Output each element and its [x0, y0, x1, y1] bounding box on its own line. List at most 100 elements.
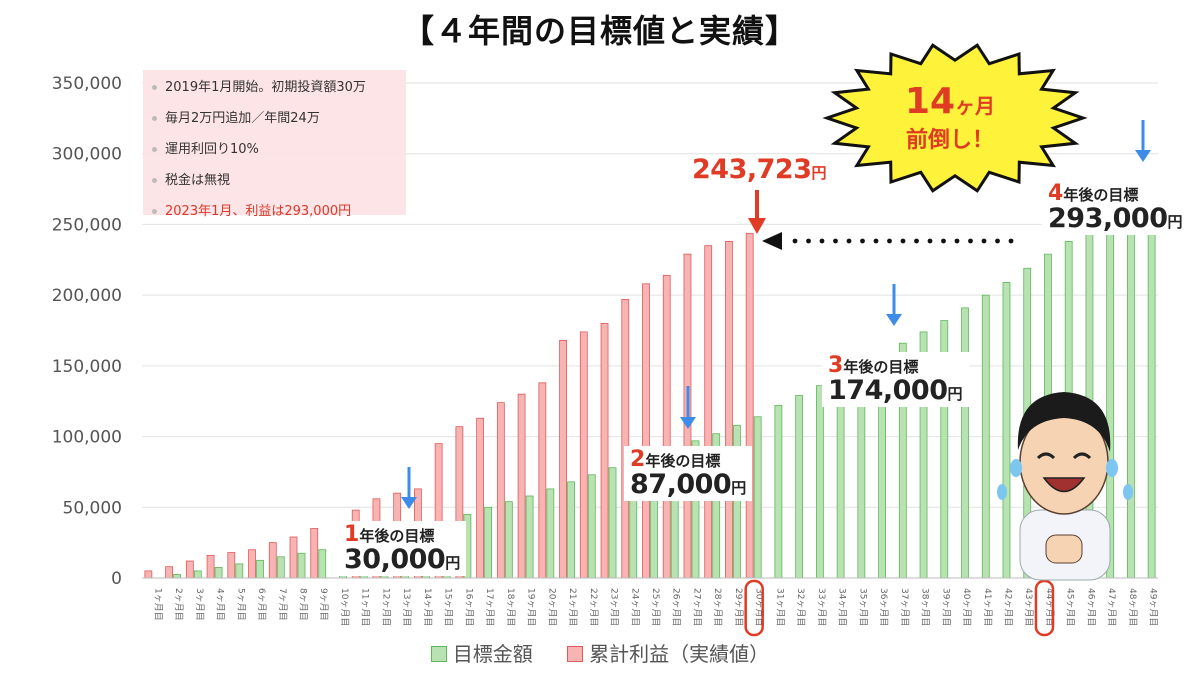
tear-drop-icon [1010, 459, 1022, 477]
x-tick-label: 42ヶ月目 [1002, 588, 1013, 626]
bar-target [318, 549, 327, 579]
legend-swatch-target [430, 646, 447, 662]
bar-target [193, 570, 202, 579]
bullet-dot-icon [152, 116, 157, 121]
legend-item-target: 目標金額 [430, 638, 533, 667]
bar-target [504, 501, 513, 579]
bar-actual [165, 566, 174, 579]
character-hair [1017, 392, 1111, 452]
dotted-arrow-dot [914, 238, 919, 244]
x-tick-label: 49ヶ月目 [1148, 588, 1159, 626]
bar-target [546, 488, 555, 579]
annotation-year-1: 1年後の目標 30,000円 [338, 521, 467, 577]
bar-actual [289, 536, 298, 579]
x-tick-label: 48ヶ月目 [1127, 588, 1138, 626]
legend-item-actual: 累計利益（実績値） [567, 638, 769, 667]
bar-actual [517, 393, 526, 579]
dotted-arrow-dot [846, 238, 852, 244]
x-tick-label: 24ヶ月目 [629, 588, 640, 626]
y-tick-label: 350,000 [52, 74, 122, 94]
dotted-arrow-dot [819, 238, 825, 244]
x-tick-label: 14ヶ月目 [422, 588, 433, 626]
red-arrow-head [748, 218, 766, 234]
legend-swatch-actual [567, 646, 584, 662]
x-tick-label: 1ヶ月目 [152, 588, 163, 621]
x-tick-label: 25ヶ月目 [650, 588, 661, 626]
bullet-dot-icon [152, 209, 157, 214]
bar-actual [579, 331, 588, 579]
x-tick-label: 2ヶ月目 [173, 588, 184, 621]
x-tick-label: 21ヶ月目 [567, 588, 578, 626]
burst-shape [822, 43, 1088, 193]
x-tick-label: 5ヶ月目 [235, 588, 246, 621]
assumption-notes-box [143, 70, 406, 215]
x-tick-label: 9ヶ月目 [318, 588, 329, 621]
x-tick-label: 28ヶ月目 [712, 588, 723, 626]
tear-drop-icon [1106, 459, 1118, 477]
bar-actual [496, 402, 505, 579]
y-tick-label: 200,000 [52, 286, 122, 306]
assumption-note: 2019年1月開始。初期投資額30万 [152, 76, 366, 95]
x-tick-label: 7ヶ月目 [277, 588, 288, 621]
bar-actual [227, 552, 236, 579]
x-tick-label: 45ヶ月目 [1065, 588, 1076, 626]
x-tick-label: 35ヶ月目 [857, 588, 868, 626]
character-hands [1045, 534, 1083, 564]
bar-target [961, 307, 969, 579]
tear-drop-icon [1123, 484, 1133, 500]
tear-drop-icon [997, 484, 1007, 500]
character-eye [1036, 452, 1056, 460]
y-tick-label: 0 [111, 569, 122, 589]
bar-target [567, 481, 575, 579]
bar-target [256, 559, 264, 579]
x-tick-label: 10ヶ月目 [339, 588, 350, 626]
assumption-note: 毎月2万円追加／年間24万 [152, 107, 320, 126]
dotted-arrow-dot [873, 238, 879, 244]
dotted-arrow-dot [887, 238, 892, 244]
x-tick-label: 18ヶ月目 [505, 588, 516, 626]
x-tick-label: 17ヶ月目 [484, 588, 495, 626]
bar-actual [310, 528, 319, 579]
character-eye [1072, 452, 1092, 460]
bar-target [1002, 282, 1011, 579]
burst-text: 14ヶ月 前倒し！ [904, 81, 996, 154]
x-tick-label: 37ヶ月目 [899, 588, 910, 626]
bar-target [484, 506, 493, 579]
x-tick-label: 13ヶ月目 [401, 588, 412, 626]
x-tick-label: 29ヶ月目 [733, 588, 744, 626]
bullet-dot-icon [152, 178, 157, 183]
bar-target [981, 294, 990, 579]
bar-actual [600, 323, 609, 579]
bar-target [173, 574, 182, 579]
x-tick-label: 16ヶ月目 [463, 588, 474, 626]
bar-target [276, 556, 285, 579]
bar-target [815, 385, 824, 579]
assumption-note: 運用利回り10% [152, 138, 259, 157]
annotation-year-2: 2年後の目標 87,000円 [624, 446, 753, 502]
dotted-arrow-dot [927, 238, 933, 244]
x-tick-label: 4ヶ月目 [215, 588, 226, 621]
x-tick-label: 26ヶ月目 [671, 588, 682, 626]
bullet-dot-icon [152, 147, 157, 152]
dotted-arrow-dot [806, 238, 811, 244]
bar-actual [476, 417, 485, 579]
y-tick-label: 100,000 [52, 428, 122, 448]
bar-target [608, 467, 617, 579]
blue-arrow-head [1135, 150, 1151, 162]
x-tick-label: 47ヶ月目 [1106, 588, 1117, 626]
bar-target [297, 552, 306, 579]
x-tick-label: 15ヶ月目 [443, 588, 454, 626]
x-tick-label: 6ヶ月目 [256, 588, 267, 621]
y-tick-label: 150,000 [52, 357, 122, 377]
bar-actual [268, 542, 277, 579]
bar-actual [621, 298, 630, 579]
dotted-arrow-dot [995, 238, 1000, 244]
x-tick-label: 27ヶ月目 [691, 588, 702, 626]
x-tick-label: 31ヶ月目 [774, 588, 785, 626]
x-tick-label: 34ヶ月目 [837, 588, 848, 626]
dotted-arrow-dot [941, 238, 946, 244]
bar-target [1126, 195, 1135, 579]
highlight-outline [744, 579, 764, 637]
dotted-arrow-dot [1008, 238, 1014, 244]
